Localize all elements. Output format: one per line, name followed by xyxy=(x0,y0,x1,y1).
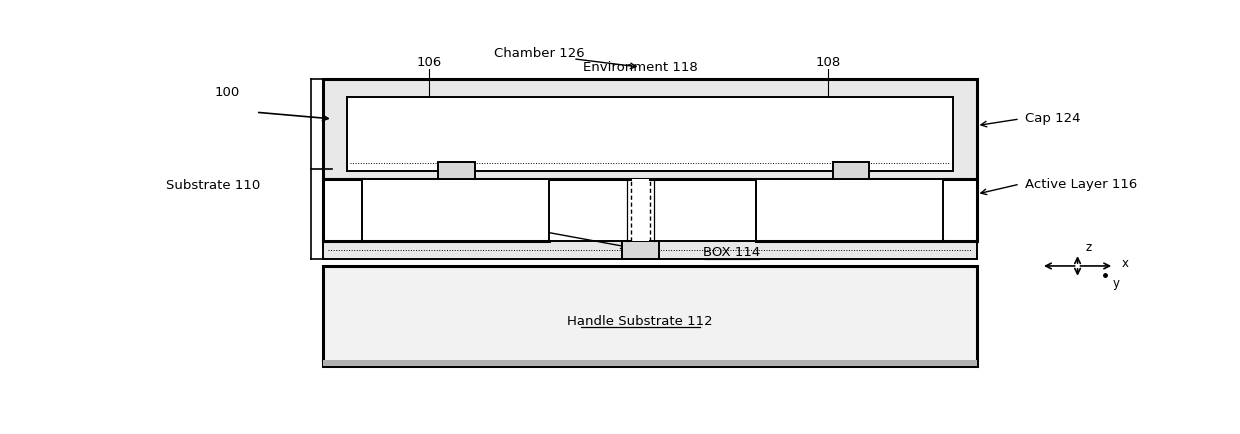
Bar xyxy=(755,179,944,241)
Bar xyxy=(832,162,869,179)
Bar xyxy=(439,162,475,179)
Text: 102: 102 xyxy=(402,197,427,210)
Text: BOX 114: BOX 114 xyxy=(703,246,760,259)
Text: Cap 124: Cap 124 xyxy=(1024,112,1080,125)
Text: z: z xyxy=(1085,241,1091,254)
Text: Environment 118: Environment 118 xyxy=(583,61,698,74)
Text: Active Layer 116: Active Layer 116 xyxy=(1024,178,1137,191)
Text: Substrate 110: Substrate 110 xyxy=(165,179,260,192)
Bar xyxy=(324,266,977,366)
Text: 106: 106 xyxy=(417,56,441,69)
Bar xyxy=(631,179,649,241)
Text: Chamber 126: Chamber 126 xyxy=(494,47,585,60)
Text: 100: 100 xyxy=(215,85,239,99)
Text: 104: 104 xyxy=(796,197,821,210)
Bar xyxy=(324,241,977,259)
Bar xyxy=(324,79,977,179)
Text: 108: 108 xyxy=(815,56,841,69)
Bar xyxy=(362,179,549,241)
Text: g1: g1 xyxy=(507,221,523,234)
Text: Handle Substrate 112: Handle Substrate 112 xyxy=(568,315,713,328)
Text: x: x xyxy=(1122,257,1128,270)
Bar xyxy=(347,97,952,171)
Bar xyxy=(324,360,977,366)
Text: y: y xyxy=(1114,276,1120,289)
Bar xyxy=(622,241,658,259)
